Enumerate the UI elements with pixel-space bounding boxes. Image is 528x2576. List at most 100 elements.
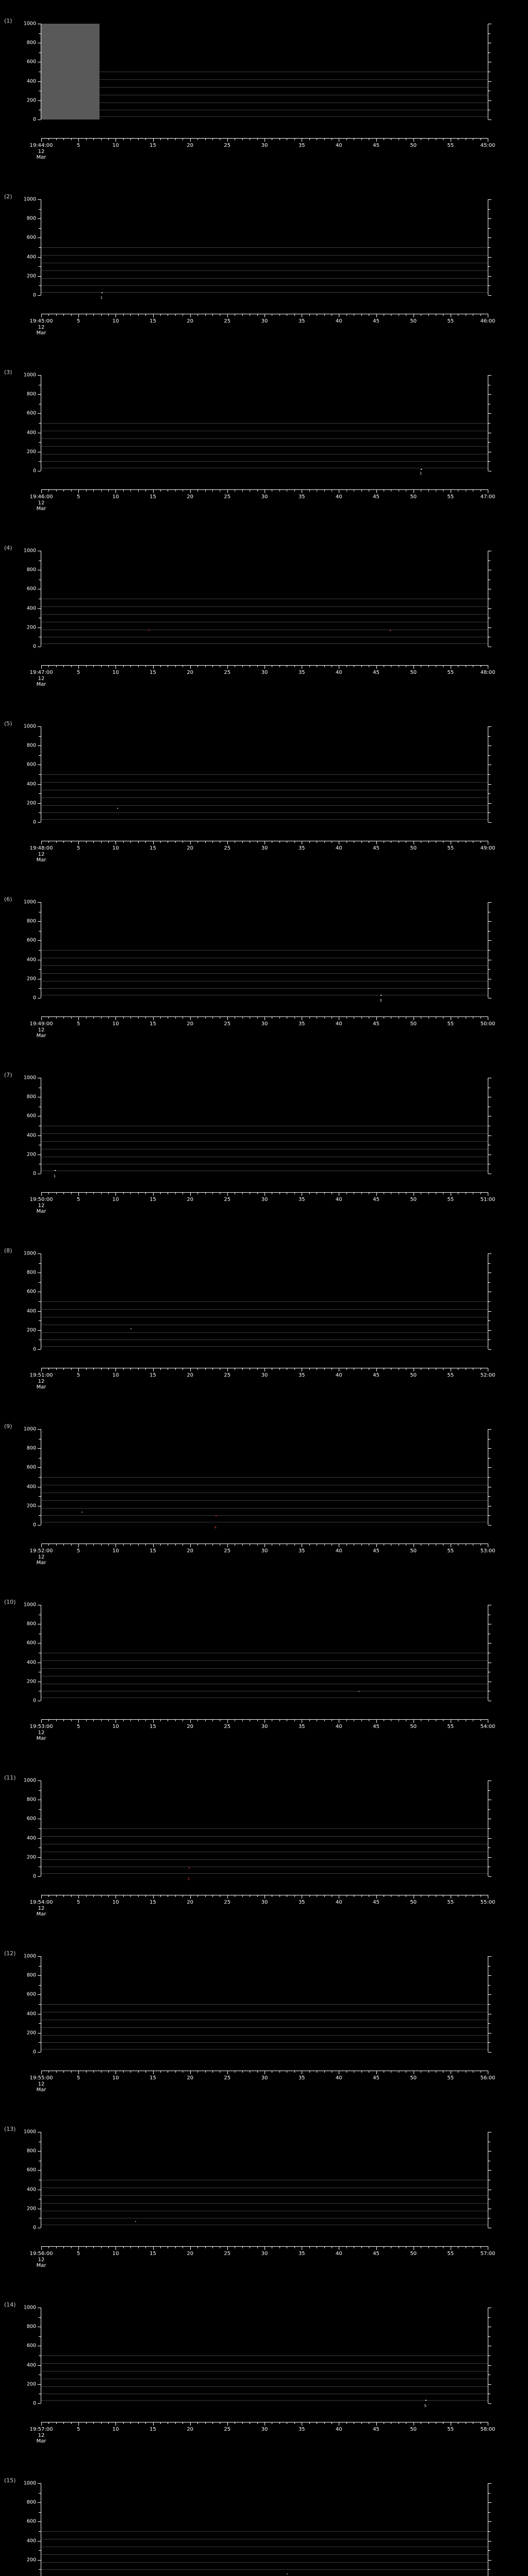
x-tick-label: 15 [150, 1021, 156, 1027]
x-minor-tick [48, 314, 50, 316]
x-tick [153, 1544, 154, 1547]
y-tick-label: 1000 [23, 1602, 36, 1608]
x-tick-label: 5 [77, 2251, 80, 2257]
x-minor-tick [294, 1016, 295, 1019]
panel-index-label: (1) [4, 18, 12, 24]
y-tick-right [488, 803, 491, 804]
y-minor-tick [39, 2512, 41, 2513]
x-minor-tick [294, 2071, 295, 2073]
x-tick [41, 2071, 42, 2074]
x-minor-tick [361, 138, 362, 140]
x-tick-label: 10 [112, 2427, 119, 2432]
spectrogram-row [41, 614, 488, 615]
x-minor-tick [257, 1719, 258, 1721]
x-tick-label: 52:00 [480, 1372, 496, 1378]
y-minor-tick [39, 2531, 41, 2532]
x-tick-label: 45 [373, 2427, 380, 2432]
x-minor-tick [175, 1895, 176, 1897]
x-tick-label: 25 [224, 1900, 231, 1905]
y-tick-right [488, 2502, 491, 2503]
x-minor-tick [242, 841, 243, 843]
x-minor-tick [56, 665, 57, 667]
y-minor-tick-right [488, 2531, 490, 2532]
x-minor-tick [279, 138, 280, 140]
x-minor-tick [63, 2422, 64, 2424]
x-axis-date-label: 12 Mar [36, 2433, 46, 2444]
x-minor-tick [197, 489, 199, 492]
x-minor-tick [130, 1016, 131, 1019]
y-minor-tick-right [488, 1515, 490, 1516]
x-minor-tick [257, 665, 258, 667]
x-minor-tick [205, 1895, 206, 1897]
x-minor-tick [279, 1368, 280, 1370]
y-tick-label: 1000 [23, 2480, 36, 2486]
x-tick [190, 1368, 191, 1371]
x-tick [78, 2422, 79, 2426]
y-minor-tick [39, 1477, 41, 1478]
y-minor-tick-right [488, 1985, 490, 1986]
y-tick [38, 2403, 41, 2404]
y-minor-tick-right [488, 285, 490, 286]
x-minor-tick [309, 1895, 310, 1897]
y-minor-tick [39, 2042, 41, 2043]
event-marker [389, 630, 391, 632]
y-minor-tick-right [488, 1809, 490, 1810]
x-tick [190, 2422, 191, 2426]
x-tick [190, 1719, 191, 1723]
x-minor-tick [86, 314, 87, 316]
y-tick-right [488, 1525, 491, 1526]
spectrogram-row [41, 1346, 488, 1347]
y-tick-label: 0 [32, 292, 36, 298]
y-minor-tick [39, 2550, 41, 2551]
x-tick-label: 58:00 [480, 2427, 496, 2432]
x-minor-tick [205, 1016, 206, 1019]
x-minor-tick [56, 1368, 57, 1370]
x-tick [190, 1895, 191, 1899]
x-minor-tick [108, 841, 109, 843]
event-magnitude-label: 1 [53, 1174, 56, 1178]
x-minor-tick [138, 2246, 139, 2248]
x-minor-tick [101, 1192, 102, 1194]
x-minor-tick [212, 138, 213, 140]
x-minor-tick [86, 138, 87, 140]
y-tick-label: 1000 [23, 196, 36, 202]
x-tick-label: 55 [447, 1197, 454, 1202]
y-tick-right [488, 2521, 491, 2522]
x-minor-tick [294, 665, 295, 667]
x-tick [153, 1719, 154, 1723]
x-tick [153, 314, 154, 317]
x-minor-tick [294, 2246, 295, 2248]
x-tick-label: 19:50:00 [29, 1197, 53, 1202]
y-tick-label: 200 [26, 449, 36, 455]
x-tick-label: 30 [261, 1900, 268, 1905]
x-tick [190, 138, 191, 142]
x-tick-label: 55 [447, 494, 454, 500]
y-tick-label: 0 [32, 116, 36, 123]
spectrogram-row [41, 988, 488, 989]
x-axis-date-label: 12 Mar [36, 1906, 46, 1917]
y-tick-label: 600 [26, 410, 36, 416]
x-minor-tick [123, 2071, 124, 2073]
x-tick-label: 20 [187, 1372, 194, 1378]
x-minor-tick [145, 1719, 146, 1721]
x-tick-label: 20 [187, 2427, 194, 2432]
y-minor-tick [39, 442, 41, 443]
x-minor-tick [361, 1719, 362, 1721]
x-tick [41, 489, 42, 493]
x-minor-tick [123, 1016, 124, 1019]
spectrogram-row [41, 79, 488, 80]
y-tick-label: 800 [26, 1972, 36, 1978]
x-minor-tick [175, 1192, 176, 1194]
x-minor-tick [93, 314, 94, 316]
spectrogram-row [41, 2569, 488, 2570]
spectrogram-plot-area [41, 2483, 488, 2576]
y-tick [38, 1467, 41, 1468]
x-tick-label: 19:46:00 [29, 494, 53, 500]
x-tick [78, 2071, 79, 2074]
spectrogram-row [41, 1873, 488, 1874]
y-minor-tick [39, 1282, 41, 1283]
x-minor-tick [279, 841, 280, 843]
x-tick-label: 40 [335, 1724, 342, 1730]
x-tick-label: 20 [187, 845, 194, 851]
y-minor-tick [39, 1965, 41, 1967]
